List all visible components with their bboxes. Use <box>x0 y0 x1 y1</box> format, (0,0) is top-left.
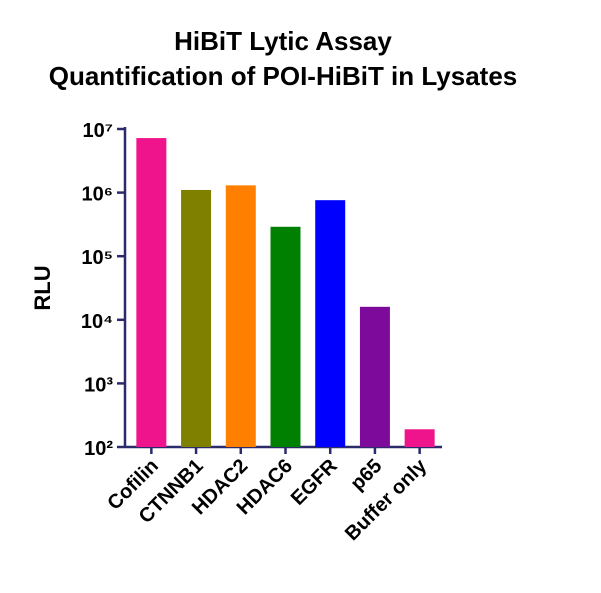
chart-title: Quantification of POI-HiBiT in Lysates <box>49 61 518 91</box>
y-tick-label: 10² <box>84 438 113 460</box>
y-tick-label: 10³ <box>84 374 113 396</box>
bar <box>359 306 390 447</box>
y-tick-label: 10⁷ <box>83 120 114 142</box>
bar <box>136 138 167 447</box>
bar <box>404 429 435 447</box>
x-tick-label: Buffer only <box>341 454 432 545</box>
x-tick-label: EGFR <box>287 455 342 510</box>
bar <box>225 185 256 447</box>
y-tick-label: 10⁴ <box>81 311 113 333</box>
bar <box>315 200 346 447</box>
y-tick-label: 10⁵ <box>81 247 113 269</box>
chart-title: HiBiT Lytic Assay <box>174 26 392 56</box>
bar <box>270 226 301 447</box>
y-axis-label: RLU <box>30 265 55 310</box>
y-tick-label: 10⁶ <box>82 184 113 206</box>
bar <box>181 189 212 448</box>
